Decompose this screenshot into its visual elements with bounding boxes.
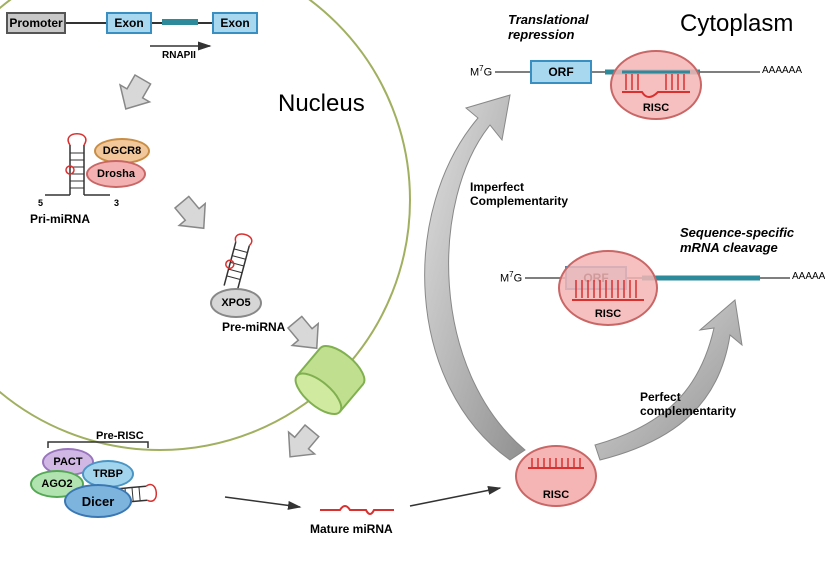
cleavage-label: Sequence-specific mRNA cleavage [680,225,794,255]
cytoplasm-label: Cytoplasm [680,10,793,38]
thin-arrow-2 [410,488,500,506]
gene-line-1 [66,22,106,24]
block-arrow-2 [169,191,217,239]
exon1-box: Exon [106,12,152,34]
block-arrow-1 [111,71,157,117]
risc-translational: RISC [610,50,702,120]
dicer-ellipse: Dicer [64,484,132,518]
exon2-box: Exon [212,12,258,34]
block-arrow-3 [282,311,330,359]
block-arrow-4 [277,420,325,468]
drosha-ellipse: Drosha [86,160,146,188]
pre-mirna-hairpin [220,232,253,290]
rnapii-label: RNAPII [162,50,196,61]
mrna1-polya: AAAAAA [762,65,802,76]
nucleus-label: Nucleus [278,90,365,118]
mrna1-cap: M7G [470,64,492,79]
pri-5-label: 5 [38,198,43,208]
pre-risc-bracket [48,442,148,448]
thin-arrow-1 [225,497,300,507]
promoter-box: Promoter [6,12,66,34]
imperfect-label: Imperfect Complementarity [470,180,568,208]
pre-mirna-label: Pre-miRNA [222,320,285,334]
nuclear-pore [289,339,370,421]
pri-3-label: 3 [114,198,119,208]
mature-mirna-strand [320,506,394,514]
mrna1-orf: ORF [530,60,592,84]
risc-cleavage: RISC [558,250,658,326]
mature-mirna-label: Mature miRNA [310,522,393,536]
pre-risc-label: Pre-RISC [96,430,144,442]
mrna2-polya: AAAAAA [792,271,825,282]
translational-label: Translational repression [508,12,589,42]
pri-mirna-label: Pri-miRNA [30,212,90,226]
mrna2-cap: M7G [500,270,522,285]
gene-intron-mark [162,19,198,25]
perfect-label: Perfect complementarity [640,390,736,418]
risc-loaded: RISC [515,445,597,507]
xpo5-ellipse: XPO5 [210,288,262,318]
